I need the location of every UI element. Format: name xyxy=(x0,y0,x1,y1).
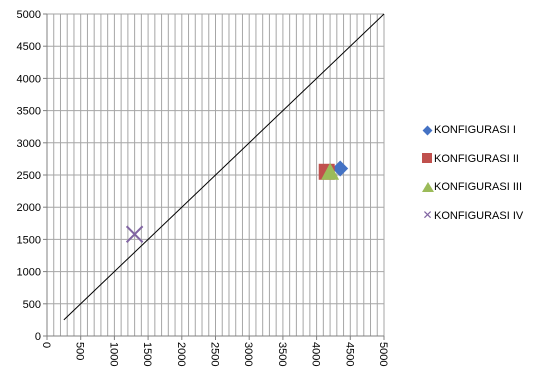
y-tick-label: 0 xyxy=(35,331,41,343)
legend-marker-triangle-icon xyxy=(422,181,434,193)
x-tick-label: 3000 xyxy=(242,342,254,366)
x-tick-label: 0 xyxy=(40,342,52,348)
legend-label: KONFIGURASI IV xyxy=(434,209,524,222)
data-point-triangle xyxy=(321,162,340,180)
legend-item-konfigurasi-ii: KONFIGURASI II xyxy=(422,151,540,167)
reference-line xyxy=(63,13,385,321)
x-tick-label: 1500 xyxy=(141,342,153,366)
y-tick-label: 2000 xyxy=(17,202,41,214)
legend-item-konfigurasi-iv: ✕ KONFIGURASI IV xyxy=(422,208,540,224)
legend-marker-cross-icon: ✕ xyxy=(422,208,433,222)
x-tick-label: 4000 xyxy=(310,342,322,366)
legend-label: KONFIGURASI II xyxy=(434,152,519,165)
legend-label: KONFIGURASI III xyxy=(434,181,523,193)
x-tick-label: 5000 xyxy=(377,342,389,366)
x-tick-label: 4500 xyxy=(343,342,355,366)
y-tick-label: 4000 xyxy=(17,73,41,85)
y-tick-label: 1500 xyxy=(17,234,41,246)
chart-legend: KONFIGURASI I KONFIGURASI II KONFIGURASI… xyxy=(422,122,540,236)
x-tick-label: 3500 xyxy=(276,342,288,366)
x-tick-label: 1000 xyxy=(107,342,119,366)
legend-item-konfigurasi-i: KONFIGURASI I xyxy=(422,122,540,138)
y-tick-label: 3500 xyxy=(17,106,41,118)
x-tick-label: 2500 xyxy=(209,342,221,366)
legend-item-konfigurasi-iii: KONFIGURASI III xyxy=(422,179,540,195)
data-point-diamond xyxy=(332,160,349,177)
y-tick-label: 1000 xyxy=(17,267,41,279)
y-tick-label: 500 xyxy=(23,299,41,311)
legend-marker-diamond-icon xyxy=(422,125,433,136)
x-tick-label: 2000 xyxy=(175,342,187,366)
legend-marker-square-icon xyxy=(422,153,433,164)
y-tick-label: 5000 xyxy=(17,9,41,21)
legend-label: KONFIGURASI I xyxy=(434,124,516,136)
y-tick-label: 2500 xyxy=(17,170,41,182)
data-point-cross xyxy=(125,225,144,243)
y-tick-label: 3000 xyxy=(17,138,41,150)
y-tick-label: 4500 xyxy=(17,41,41,53)
chart-plot: 0500100015002000250030003500400045005000… xyxy=(17,9,389,366)
x-tick-label: 500 xyxy=(74,342,86,360)
